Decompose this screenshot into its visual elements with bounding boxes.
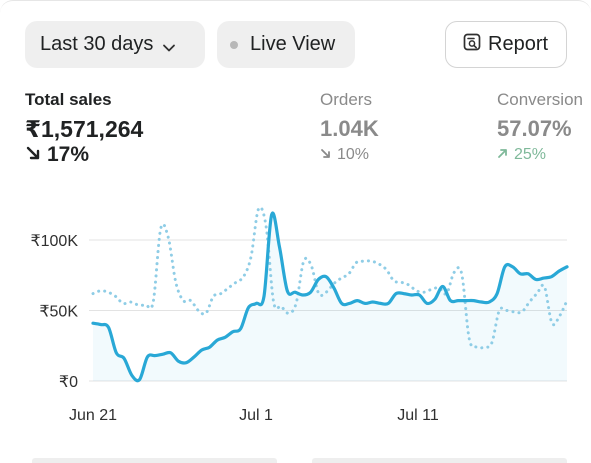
live-view-label: Live View: [250, 33, 336, 55]
report-button[interactable]: Report: [445, 21, 567, 68]
metric-total-sales[interactable]: Total sales ₹1,571,264 17%: [25, 89, 143, 166]
metric-value: 1.04K: [320, 116, 379, 141]
arrow-down-right-icon: [25, 144, 41, 166]
arrow-down-right-icon: [320, 144, 331, 166]
metric-label: Total sales: [25, 90, 112, 109]
series-line-comparison: [91, 205, 569, 350]
metric-change-value: 17%: [47, 143, 90, 166]
series-line-current: [91, 211, 569, 383]
y-tick-label: ₹50K: [39, 304, 78, 321]
metric-change-value: 25%: [514, 146, 547, 163]
metric-value: 57.07%: [497, 116, 572, 141]
y-tick-label: ₹0: [59, 374, 78, 391]
live-status-dot-icon: [230, 40, 238, 49]
metric-conversion[interactable]: Conversion 57.07% 25%: [497, 89, 583, 166]
metric-change-value: 10%: [337, 146, 370, 163]
report-label: Report: [488, 33, 549, 55]
x-tick-label: Jun 21: [69, 407, 117, 424]
x-tick-label: Jul 1: [239, 407, 273, 424]
next-card-edge: [32, 458, 277, 463]
date-range-dropdown[interactable]: Last 30 days: [25, 21, 205, 68]
x-tick-label: Jul 11: [397, 407, 439, 424]
metric-label: Conversion: [497, 90, 583, 109]
metric-value: ₹1,571,264: [25, 116, 144, 142]
y-tick-label: ₹100K: [30, 233, 78, 250]
date-range-label: Last 30 days: [40, 33, 154, 55]
metric-label: Orders: [320, 90, 372, 109]
chevron-down-icon: [162, 38, 176, 52]
sales-line-chart[interactable]: ₹0 ₹50K ₹100K Jun 21 Jul 1 Jul 11: [0, 190, 591, 440]
metric-change: 10%: [320, 144, 379, 166]
card-top-edge: [0, 0, 591, 13]
next-card-edge: [312, 458, 567, 463]
metric-orders[interactable]: Orders 1.04K 10%: [320, 89, 379, 166]
series-area: [93, 213, 567, 381]
report-icon: [462, 32, 488, 58]
arrow-up-right-icon: [497, 144, 508, 166]
metric-change: 17%: [25, 144, 143, 166]
live-view-button[interactable]: Live View: [217, 21, 355, 68]
metric-change: 25%: [497, 144, 583, 166]
